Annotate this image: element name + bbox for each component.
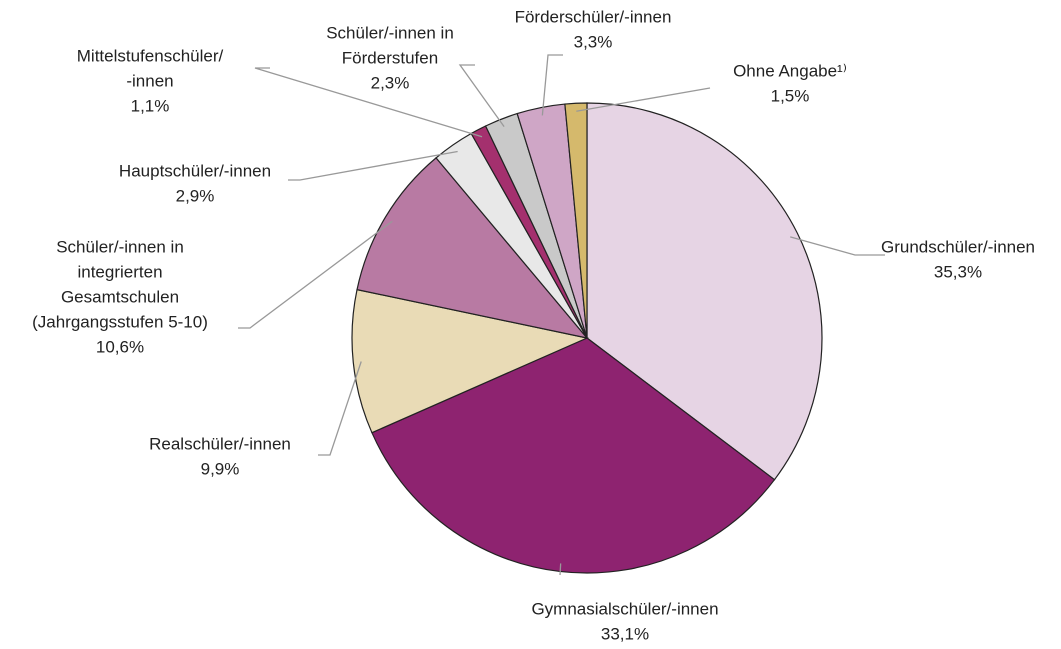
- pie-slice: [564, 102, 588, 339]
- slice-label: Gymnasialschüler/-innen: [531, 599, 718, 618]
- pie-slice: [356, 157, 589, 339]
- slice-label: Realschüler/-innen: [149, 434, 291, 453]
- slice-label: Gesamtschulen: [61, 287, 179, 306]
- slice-label: (Jahrgangsstufen 5-10): [32, 312, 208, 331]
- value-label: 9,9%: [201, 459, 240, 478]
- leader-line: [318, 361, 362, 456]
- leader-line: [238, 220, 393, 329]
- slice-label: Schüler/-innen in: [56, 237, 184, 256]
- slice-label: Grundschüler/-innen: [881, 237, 1035, 256]
- value-label: 3,3%: [574, 32, 613, 51]
- value-label: 1,1%: [131, 96, 170, 115]
- leader-line: [541, 54, 563, 116]
- leader-line: [254, 67, 483, 138]
- leader-line: [458, 64, 505, 128]
- slice-label: Hauptschüler/-innen: [119, 161, 271, 180]
- slice-label: -innen: [126, 71, 173, 90]
- value-label: 2,3%: [371, 73, 410, 92]
- value-label: 2,9%: [176, 186, 215, 205]
- pie-slice: [586, 102, 823, 481]
- value-label: 35,3%: [934, 262, 982, 281]
- slice-label: Schüler/-innen in: [326, 23, 454, 42]
- slice-label: integrierten: [77, 262, 162, 281]
- leader-line: [288, 150, 458, 181]
- leader-line: [576, 87, 711, 112]
- value-label: 1,5%: [771, 86, 810, 105]
- slice-label: Förderschüler/-innen: [515, 7, 672, 26]
- value-label: 10,6%: [96, 337, 144, 356]
- leader-line: [559, 563, 562, 576]
- slice-label: Mittelstufenschüler/: [77, 46, 224, 65]
- slice-label: Ohne Angabe¹⁾: [733, 61, 847, 80]
- pie-slice: [351, 288, 589, 434]
- leader-line: [790, 236, 885, 256]
- value-label: 33,1%: [601, 624, 649, 643]
- slice-label: Förderstufen: [342, 48, 438, 67]
